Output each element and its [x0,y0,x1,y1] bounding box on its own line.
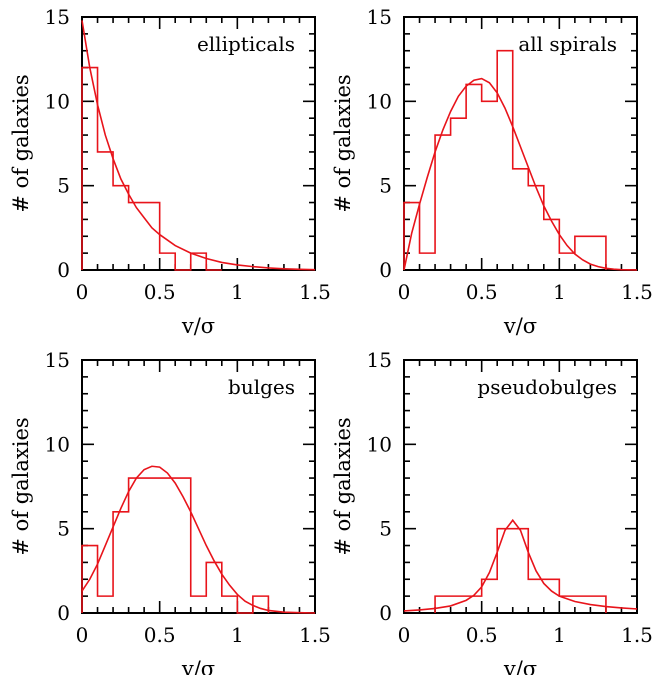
x-tick-label: 0 [398,280,411,304]
y-axis-title: # of galaxies [331,417,355,555]
histogram-bin [497,529,513,613]
x-axis-title: v/σ [181,314,215,338]
histogram-bin [435,596,482,613]
panel-ellipticals: 0 0.5 1 1.5 0 5 10 15 v/σ # of galaxies elliptical… [9,5,331,338]
histogram-bin [191,596,207,613]
x-tick-label: 0.5 [466,623,498,647]
x-tick-label: 1.5 [621,623,653,647]
plot-frame [81,359,316,614]
histogram-bin [160,478,176,613]
histogram-outline [81,477,270,614]
histogram-bin [435,135,451,270]
y-tick-label: 0 [57,601,70,625]
y-axis-title: # of galaxies [9,74,33,212]
histogram-bin [451,118,467,270]
x-tick-label: 0 [398,623,411,647]
y-tick-label: 0 [379,258,392,282]
panel-label: pseudobulges [477,375,617,399]
histogram-outline [81,66,222,271]
histogram-bin [466,84,482,270]
histogram-bin [129,203,160,270]
histogram-outline [434,527,607,613]
histogram-bin [497,51,513,270]
histogram-bin [144,478,160,613]
y-tick-label: 10 [367,89,392,113]
y-tick-label: 0 [379,601,392,625]
fit-curve [81,20,316,271]
x-axis-title: v/σ [503,314,537,338]
y-tick-label: 10 [367,432,392,456]
histogram-outline [403,49,607,270]
histogram-bin [559,253,575,270]
x-tick-label: 0.5 [144,623,176,647]
y-tick-label: 5 [379,517,392,541]
y-tick-label: 15 [367,5,392,29]
histogram-bin [482,101,498,270]
histogram-bin [482,579,498,613]
y-tick-label: 10 [45,432,70,456]
fit-curve [403,77,638,271]
histogram-bin [513,169,529,270]
x-tick-label: 1 [553,280,566,304]
y-tick-label: 10 [45,89,70,113]
x-tick-label: 0 [76,280,89,304]
histogram-bin [98,152,114,270]
x-tick-label: 1 [231,280,244,304]
y-axis-title: # of galaxies [331,74,355,212]
x-tick-label: 1.5 [621,280,653,304]
histogram-bin [113,512,129,613]
histogram-bin [160,253,176,270]
histogram-bin [513,529,529,613]
panel-pseudobulges: 0 0.5 1 1.5 0 5 10 15 v/σ # of galaxies pseudobulg… [331,348,653,675]
histogram-bin [222,596,238,613]
plot-frame [403,16,638,271]
x-tick-label: 1.5 [299,623,331,647]
histogram-bin [544,219,560,270]
x-tick-label: 0.5 [144,280,176,304]
fit-curve [403,518,638,612]
x-tick-label: 1.5 [299,280,331,304]
panel-bulges: 0 0.5 1 1.5 0 5 10 15 v/σ # of galaxies bulges [9,348,331,675]
y-tick-label: 15 [45,348,70,372]
x-axis-title: v/σ [503,657,537,675]
panel-all-spirals: 0 0.5 1 1.5 0 5 10 15 v/σ # of galaxies all spiral… [331,5,653,338]
y-tick-label: 0 [57,258,70,282]
x-tick-label: 0 [76,623,89,647]
fit-curve [81,465,316,614]
panel-label: bulges [228,375,295,399]
plot-frame [403,359,638,614]
y-tick-label: 5 [379,174,392,198]
x-tick-label: 0.5 [466,280,498,304]
y-tick-label: 5 [57,517,70,541]
histogram-bin [420,253,436,270]
y-tick-label: 5 [57,174,70,198]
x-tick-label: 1 [231,623,244,647]
y-axis-title: # of galaxies [9,417,33,555]
x-axis-title: v/σ [181,657,215,675]
histogram-bin [129,478,145,613]
x-tick-label: 1 [553,623,566,647]
histogram-bin [98,596,114,613]
panel-label: ellipticals [197,32,295,56]
panel-label: all spirals [518,32,617,56]
histogram-bin [113,186,129,270]
y-tick-label: 15 [367,348,392,372]
y-tick-label: 15 [45,5,70,29]
